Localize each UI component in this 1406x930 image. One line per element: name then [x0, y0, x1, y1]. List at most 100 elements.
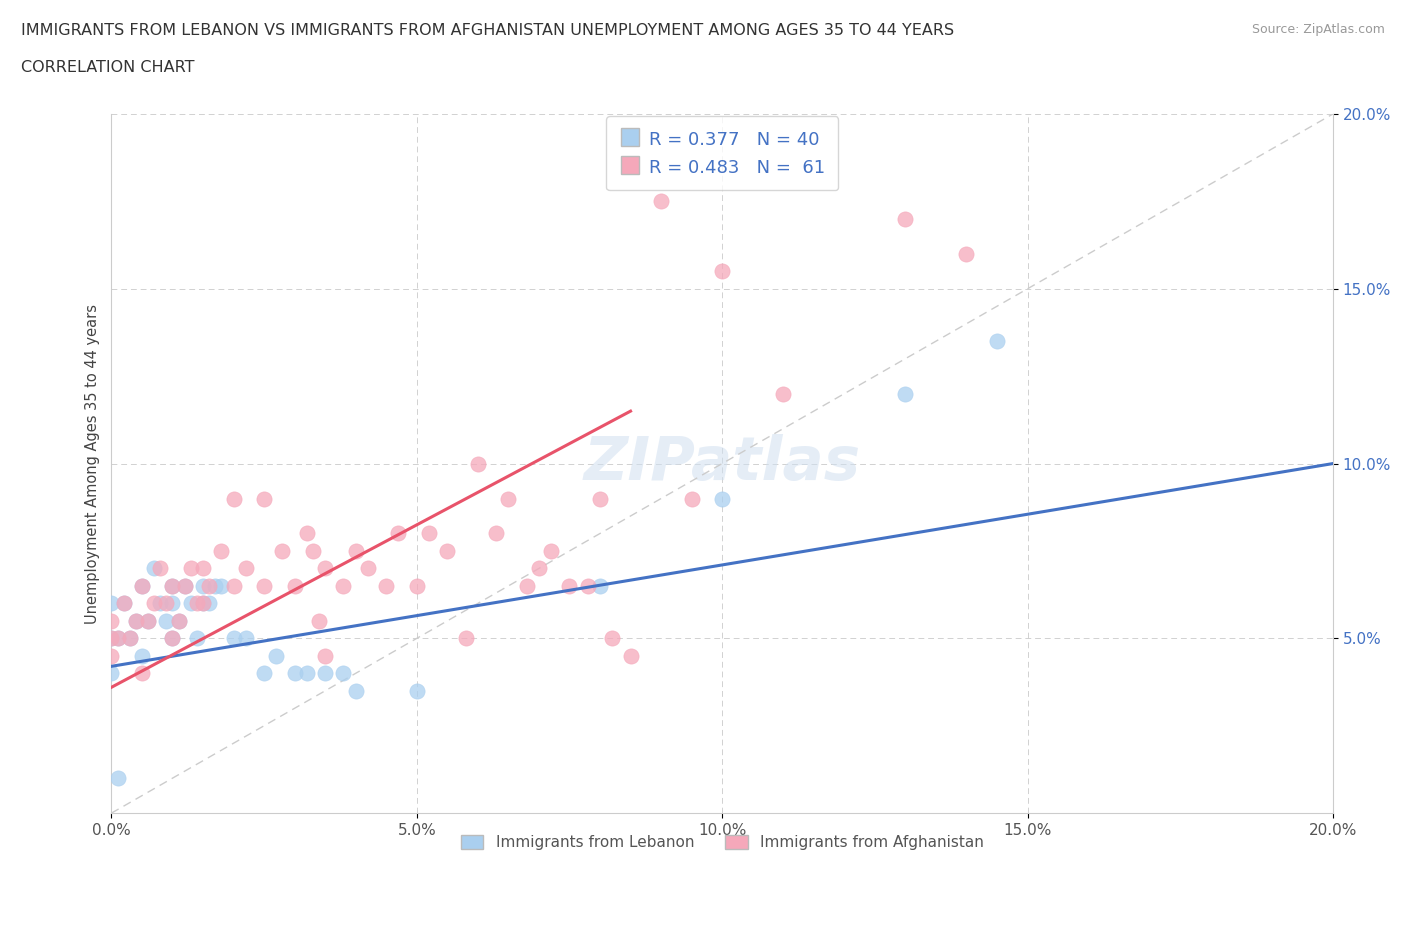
Point	[107, 771, 129, 786]
Point	[387, 526, 409, 541]
Y-axis label: Unemployment Among Ages 35 to 44 years: Unemployment Among Ages 35 to 44 years	[86, 303, 100, 624]
Point	[650, 194, 672, 209]
Point	[125, 614, 148, 629]
Point	[180, 561, 202, 576]
Point	[344, 543, 367, 558]
Text: IMMIGRANTS FROM LEBANON VS IMMIGRANTS FROM AFGHANISTAN UNEMPLOYMENT AMONG AGES 3: IMMIGRANTS FROM LEBANON VS IMMIGRANTS FR…	[21, 23, 955, 38]
Point	[357, 561, 380, 576]
Point	[100, 631, 122, 645]
Point	[308, 614, 330, 629]
Point	[295, 526, 318, 541]
Point	[375, 578, 398, 593]
Point	[454, 631, 477, 645]
Point	[332, 666, 354, 681]
Point	[418, 526, 440, 541]
Point	[162, 631, 184, 645]
Point	[191, 596, 214, 611]
Point	[253, 491, 276, 506]
Point	[266, 648, 288, 663]
Point	[131, 578, 153, 593]
Point	[235, 631, 257, 645]
Point	[118, 631, 141, 645]
Point	[155, 596, 177, 611]
Point	[100, 614, 122, 629]
Point	[162, 596, 184, 611]
Point	[112, 596, 135, 611]
Point	[112, 596, 135, 611]
Point	[222, 631, 245, 645]
Point	[344, 684, 367, 698]
Point	[173, 578, 195, 593]
Point	[136, 614, 159, 629]
Point	[589, 491, 612, 506]
Point	[198, 596, 221, 611]
Point	[772, 386, 794, 401]
Point	[209, 543, 232, 558]
Point	[284, 666, 307, 681]
Point	[107, 631, 129, 645]
Point	[589, 578, 612, 593]
Point	[131, 648, 153, 663]
Point	[302, 543, 325, 558]
Point	[619, 648, 641, 663]
Point	[711, 264, 734, 279]
Point	[558, 578, 581, 593]
Point	[498, 491, 520, 506]
Point	[186, 631, 208, 645]
Point	[314, 561, 336, 576]
Point	[600, 631, 623, 645]
Point	[118, 631, 141, 645]
Point	[191, 561, 214, 576]
Point	[467, 456, 489, 471]
Point	[222, 578, 245, 593]
Point	[332, 578, 354, 593]
Point	[894, 211, 917, 226]
Point	[186, 596, 208, 611]
Point	[100, 631, 122, 645]
Point	[107, 631, 129, 645]
Point	[100, 666, 122, 681]
Point	[516, 578, 538, 593]
Point	[436, 543, 458, 558]
Text: Source: ZipAtlas.com: Source: ZipAtlas.com	[1251, 23, 1385, 36]
Point	[143, 561, 166, 576]
Point	[162, 578, 184, 593]
Point	[100, 596, 122, 611]
Text: ZIPatlas: ZIPatlas	[583, 434, 860, 493]
Point	[711, 491, 734, 506]
Point	[284, 578, 307, 593]
Point	[405, 578, 427, 593]
Text: CORRELATION CHART: CORRELATION CHART	[21, 60, 194, 75]
Point	[162, 631, 184, 645]
Point	[167, 614, 190, 629]
Point	[149, 561, 172, 576]
Point	[149, 596, 172, 611]
Point	[986, 334, 1008, 349]
Point	[173, 578, 195, 593]
Legend: Immigrants from Lebanon, Immigrants from Afghanistan: Immigrants from Lebanon, Immigrants from…	[453, 828, 991, 858]
Point	[162, 578, 184, 593]
Point	[681, 491, 703, 506]
Point	[167, 614, 190, 629]
Point	[204, 578, 226, 593]
Point	[527, 561, 550, 576]
Point	[576, 578, 599, 593]
Point	[131, 666, 153, 681]
Point	[136, 614, 159, 629]
Point	[314, 666, 336, 681]
Point	[209, 578, 232, 593]
Point	[955, 246, 977, 261]
Point	[405, 684, 427, 698]
Point	[191, 596, 214, 611]
Point	[894, 386, 917, 401]
Point	[143, 596, 166, 611]
Point	[271, 543, 294, 558]
Point	[191, 578, 214, 593]
Point	[125, 614, 148, 629]
Point	[198, 578, 221, 593]
Point	[485, 526, 508, 541]
Point	[180, 596, 202, 611]
Point	[253, 578, 276, 593]
Point	[253, 666, 276, 681]
Point	[222, 491, 245, 506]
